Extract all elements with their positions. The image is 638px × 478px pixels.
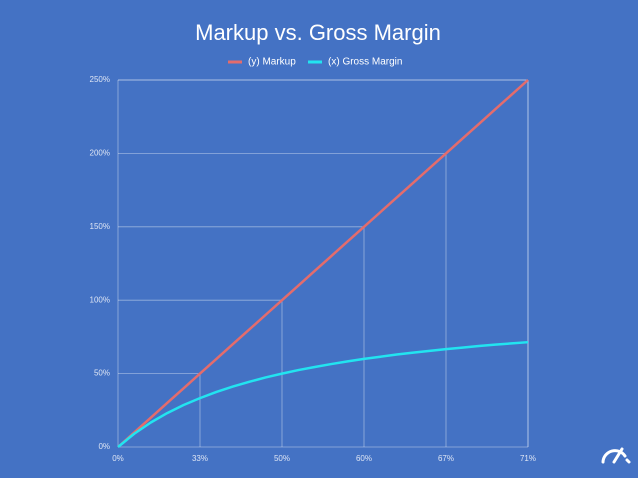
logo (601, 447, 631, 464)
x-tick-label: 60% (356, 454, 372, 463)
x-tick-label: 67% (438, 454, 454, 463)
legend-label: (y) Markup (248, 57, 296, 68)
y-tick-label: 200% (90, 149, 110, 158)
y-tick-label: 250% (90, 75, 110, 84)
chart-title: Markup vs. Gross Margin (195, 20, 441, 45)
x-tick-label: 50% (274, 454, 290, 463)
series-line (117, 79, 529, 448)
series-line (117, 340, 529, 448)
y-tick-label: 50% (94, 369, 110, 378)
y-tick-label: 150% (90, 222, 110, 231)
x-tick-label: 71% (520, 454, 536, 463)
x-tick-label: 0% (112, 454, 124, 463)
y-tick-label: 100% (90, 295, 110, 304)
y-tick-label: 0% (98, 442, 110, 451)
x-tick-label: 33% (192, 454, 208, 463)
legend-label: (x) Gross Margin (328, 57, 402, 68)
